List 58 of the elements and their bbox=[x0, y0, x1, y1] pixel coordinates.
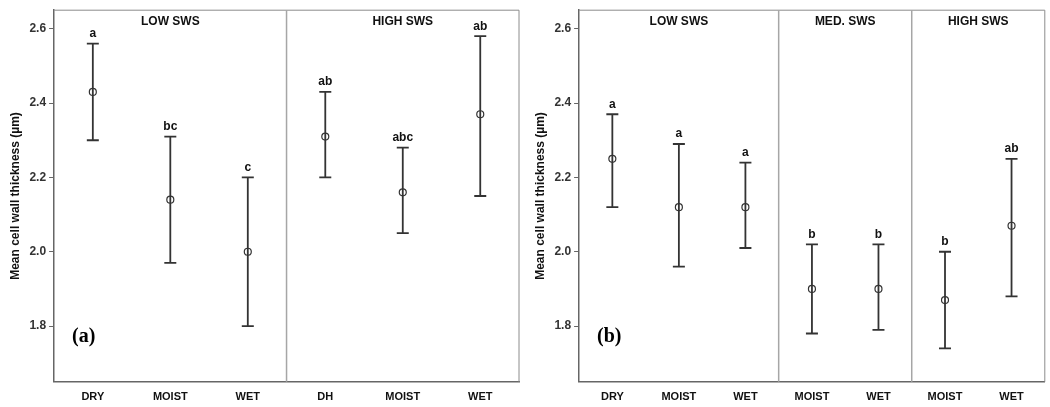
annotation: c bbox=[244, 159, 252, 174]
y-tick-label: 2.0 bbox=[554, 244, 572, 259]
y-tick-label: 2.6 bbox=[554, 21, 572, 36]
point bbox=[608, 154, 617, 163]
x-tick-label: MOIST bbox=[794, 390, 830, 403]
x-tick-label: WET bbox=[866, 390, 891, 403]
x-tick-label: WET bbox=[999, 390, 1025, 403]
x-tick-label: MOIST bbox=[661, 390, 697, 403]
annotation: b bbox=[808, 226, 816, 241]
annotation: ab bbox=[318, 74, 333, 89]
annotation: ab bbox=[1004, 141, 1019, 156]
annotation: (b) bbox=[597, 323, 622, 347]
annotation: b bbox=[874, 226, 883, 241]
point bbox=[741, 203, 750, 212]
y-tick-label: 2.4 bbox=[554, 95, 572, 110]
annotation: (a) bbox=[72, 323, 96, 347]
x-tick-label: WET bbox=[733, 390, 758, 403]
y-tick-label: 2.2 bbox=[29, 169, 47, 184]
point bbox=[874, 284, 883, 293]
x-tick-label: MOIST bbox=[152, 390, 188, 403]
point bbox=[476, 110, 485, 119]
annotation: MED. SWS bbox=[814, 13, 876, 28]
annotation: ab bbox=[473, 18, 488, 33]
point bbox=[1007, 221, 1016, 230]
annotation: a bbox=[609, 96, 616, 111]
y-tick-label: 2.6 bbox=[29, 21, 47, 36]
y-tick-label: 1.8 bbox=[29, 318, 47, 333]
x-tick-label: DH bbox=[317, 390, 334, 403]
annotation: a bbox=[89, 25, 97, 40]
y-axis-title: Mean cell wall thickness (µm) bbox=[7, 112, 22, 280]
annotation: a bbox=[675, 126, 683, 141]
x-tick-label: WET bbox=[468, 390, 493, 403]
y-tick-label: 2.2 bbox=[554, 169, 572, 184]
y-tick-label: 2.4 bbox=[29, 95, 47, 110]
point bbox=[674, 203, 683, 212]
x-tick-label: WET bbox=[235, 390, 261, 403]
point bbox=[321, 132, 330, 141]
annotation: a bbox=[742, 144, 750, 159]
annotation: LOW SWS bbox=[649, 13, 709, 28]
y-tick-label: 2.0 bbox=[29, 244, 47, 259]
x-tick-label: DRY bbox=[81, 390, 105, 403]
point bbox=[243, 247, 252, 256]
annotation: HIGH SWS bbox=[947, 13, 1009, 28]
y-tick-label: 1.8 bbox=[554, 318, 572, 333]
y-axis-title: Mean cell wall thickness (µm) bbox=[532, 112, 547, 280]
annotation: abc bbox=[392, 130, 414, 144]
x-tick-label: DRY bbox=[600, 390, 625, 403]
annotation: bc bbox=[163, 118, 178, 133]
point bbox=[807, 284, 817, 293]
x-tick-label: MOIST bbox=[385, 390, 421, 403]
annotation: LOW SWS bbox=[140, 13, 200, 28]
x-tick-label: MOIST bbox=[927, 390, 963, 403]
point bbox=[940, 295, 950, 305]
annotation: b bbox=[941, 234, 949, 249]
point bbox=[88, 87, 97, 97]
annotation: HIGH SWS bbox=[372, 13, 434, 28]
point bbox=[398, 188, 407, 197]
point bbox=[166, 195, 175, 204]
